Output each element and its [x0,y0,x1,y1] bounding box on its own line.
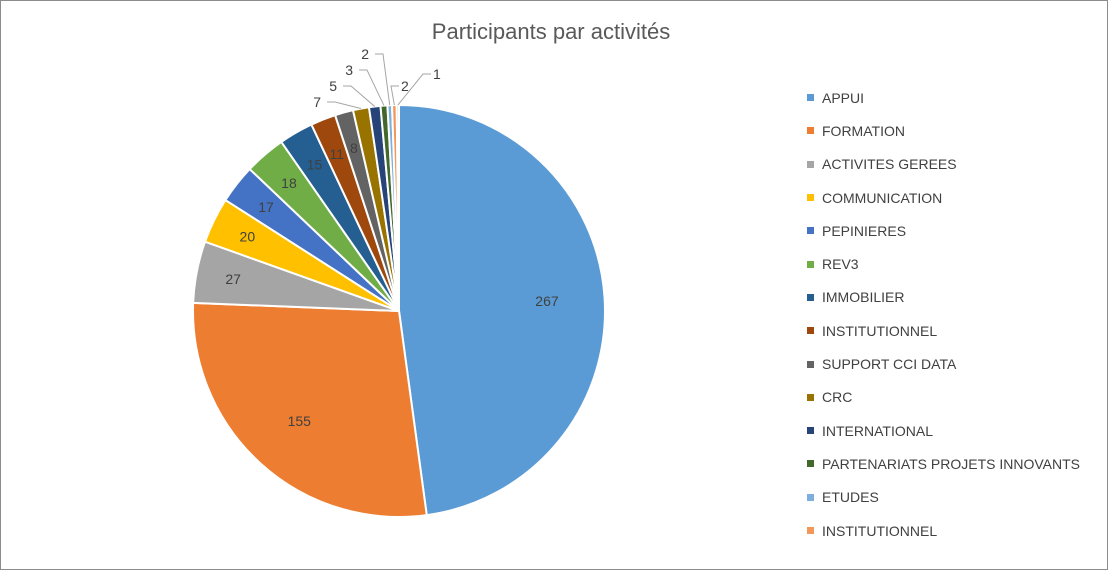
legend-item: PARTENARIATS PROJETS INNOVANTS [807,447,1080,480]
legend-label: APPUI [822,89,865,106]
leader-line [327,101,362,110]
legend-label: CRC [822,389,853,406]
legend-label: PARTENARIATS PROJETS INNOVANTS [822,455,1081,472]
legend-label: INSTITUTIONNEL [822,522,938,539]
legend-label: FORMATION [822,122,905,139]
legend-item: IMMOBILIER [807,281,1080,314]
legend-item: CRC [807,381,1080,414]
leader-line [390,85,399,106]
legend-swatch [807,293,814,301]
data-label: 17 [258,199,274,215]
data-label: 15 [307,157,323,173]
legend-swatch [807,460,814,468]
data-label: 20 [240,229,256,245]
legend-swatch [807,493,814,501]
legend-label: COMMUNICATION [822,189,943,206]
legend-label: IMMOBILIER [822,289,905,306]
legend-label: ETUDES [822,489,879,506]
legend-label: REV3 [822,256,859,273]
legend-swatch [807,160,814,168]
pie-slice [398,103,606,517]
legend-swatch [807,194,814,202]
legend-item: INSTITUTIONNEL [807,514,1080,547]
legend-item: ETUDES [807,481,1080,514]
chart-title: Participants par activités [431,19,671,44]
data-label: 27 [225,271,241,287]
data-label: 267 [535,293,559,309]
data-label: 155 [288,413,312,429]
legend-swatch [807,127,814,135]
legend-label: PEPINIERES [822,222,907,239]
data-label: 7 [313,94,321,110]
legend-label: INTERNATIONAL [822,422,933,439]
data-label: 5 [329,78,337,94]
legend-item: SUPPORT CCI DATA [807,347,1080,380]
data-label: 1 [433,66,441,82]
legend-item: COMMUNICATION [807,181,1080,214]
legend-swatch [807,327,814,335]
legend-swatch [807,94,814,102]
leader-line [359,69,385,106]
pie-slice [192,301,428,518]
leader-line [343,85,376,107]
legend-item: FORMATION [807,114,1080,147]
data-label: 8 [350,140,358,156]
legend-swatch [807,360,814,368]
legend-label: ACTIVITES GEREES [822,156,957,173]
legend-item: ACTIVITES GEREES [807,148,1080,181]
legend-item: PEPINIERES [807,214,1080,247]
pie-slice [395,103,400,312]
data-label: 2 [401,78,409,94]
legend-swatch [807,427,814,435]
legend-swatch [807,393,814,401]
legend-swatch [807,227,814,235]
legend-item: REV3 [807,247,1080,280]
legend-swatch [807,527,814,534]
data-label: 18 [281,175,297,191]
data-label: 11 [330,146,345,162]
legend-swatch [807,260,814,268]
data-label: 3 [345,62,353,78]
legend-item: APPUI [807,81,1080,114]
legend-item: INSTITUTIONNEL [807,314,1080,347]
data-label: 2 [361,46,369,62]
chart-legend: APPUI FORMATION ACTIVITES GEREES COMMUNICAT… [807,81,1080,547]
leader-line [397,73,431,106]
legend-label: INSTITUTIONNEL [822,322,938,339]
legend-label: SUPPORT CCI DATA [822,356,957,373]
leader-line [375,53,391,106]
legend-item: INTERNATIONAL [807,414,1080,447]
